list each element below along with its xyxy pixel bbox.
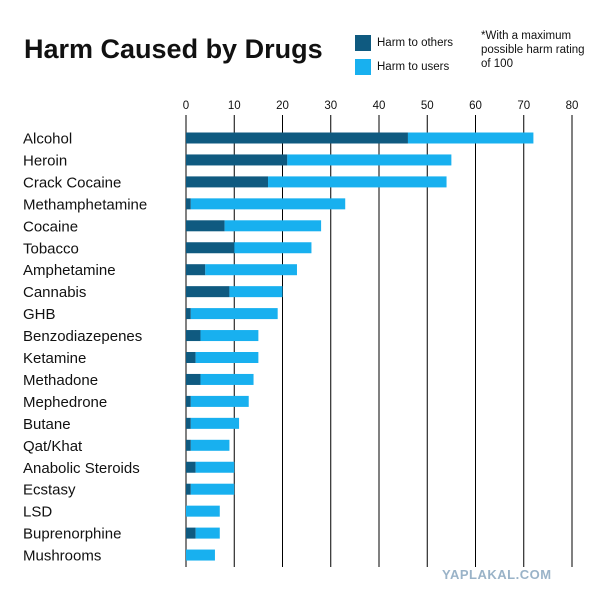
- bar-harm-to-users: [224, 220, 322, 232]
- bar-harm-to-others: [186, 395, 191, 407]
- x-tick-label: 20: [276, 100, 289, 112]
- bar-harm-to-users: [190, 198, 346, 210]
- bar-harm-to-others: [186, 154, 288, 166]
- category-label: Benzodiazepenes: [23, 328, 142, 345]
- max-rating-note: *With a maximum possible harm rating of …: [481, 30, 585, 70]
- bar-harm-to-users: [190, 483, 235, 495]
- bar-harm-to-users: [407, 132, 534, 144]
- bar-harm-to-users: [195, 527, 220, 539]
- category-label: GHB: [23, 306, 56, 323]
- bar-harm-to-others: [186, 439, 191, 451]
- x-tick-label: 80: [566, 100, 579, 112]
- bar-harm-to-users: [268, 176, 447, 188]
- category-label: Mushrooms: [23, 548, 101, 565]
- legend-item-users: Harm to users: [355, 58, 453, 75]
- bar-harm-to-users: [200, 373, 254, 385]
- category-label: Heroin: [23, 152, 67, 169]
- bar-harm-to-others: [186, 352, 196, 363]
- watermark: YAPLAKAL.COM: [442, 567, 552, 582]
- legend-swatch-others: [355, 34, 371, 51]
- bar-harm-to-others: [186, 220, 225, 232]
- category-label: Methamphetamine: [23, 196, 147, 213]
- bar-harm-to-others: [186, 417, 191, 429]
- category-label: Buprenorphine: [23, 526, 121, 543]
- bar-harm-to-users: [190, 395, 249, 407]
- bar-harm-to-others: [186, 483, 191, 495]
- legend-swatch-users: [355, 58, 371, 75]
- legend-label-users: Harm to users: [377, 60, 450, 73]
- bar-harm-to-others: [186, 132, 408, 144]
- bar-harm-to-users: [229, 286, 283, 298]
- bar-harm-to-others: [186, 176, 269, 188]
- x-tick-label: 60: [469, 100, 482, 112]
- bar-harm-to-others: [186, 527, 196, 539]
- category-label: Ecstasy: [23, 482, 76, 499]
- x-tick-label: 70: [517, 100, 530, 112]
- bar-harm-to-others: [186, 461, 196, 473]
- legend: Harm to others Harm to users: [355, 34, 453, 82]
- category-label: Mephedrone: [23, 394, 107, 411]
- x-tick-label: 40: [373, 100, 386, 112]
- legend-label-others: Harm to others: [377, 36, 454, 49]
- category-label: Alcohol: [23, 131, 72, 148]
- bar-harm-to-users: [205, 264, 297, 276]
- bar-harm-to-users: [190, 417, 240, 429]
- category-label: Anabolic Steroids: [23, 460, 140, 477]
- chart-title: Harm Caused by Drugs: [24, 34, 323, 64]
- bar-harm-to-others: [186, 308, 191, 320]
- legend-item-others: Harm to others: [355, 34, 453, 51]
- bar-harm-to-others: [186, 286, 230, 298]
- bar-harm-to-users: [186, 505, 220, 517]
- category-label: Butane: [23, 416, 71, 433]
- bar-harm-to-others: [186, 242, 235, 254]
- category-label: Methadone: [23, 372, 98, 389]
- bar-harm-to-others: [186, 373, 201, 385]
- x-tick-label: 30: [324, 100, 337, 112]
- bar-harm-to-users: [200, 330, 259, 342]
- bar-harm-to-others: [186, 198, 191, 210]
- category-label: Cannabis: [23, 284, 86, 301]
- bar-harm-to-users: [287, 154, 452, 166]
- bar-harm-to-others: [186, 330, 201, 342]
- x-tick-label: 10: [228, 100, 241, 112]
- bar-harm-to-others: [186, 264, 206, 276]
- category-label: LSD: [23, 504, 52, 521]
- x-tick-label: 0: [183, 100, 189, 112]
- category-label: Qat/Khat: [23, 438, 83, 455]
- category-label: Crack Cocaine: [23, 174, 121, 191]
- bar-harm-to-users: [234, 242, 312, 254]
- bar-harm-to-users: [190, 308, 278, 320]
- category-label: Tobacco: [23, 240, 79, 257]
- category-label: Cocaine: [23, 218, 78, 235]
- bar-harm-to-users: [195, 352, 259, 363]
- bar-harm-to-users: [190, 439, 230, 451]
- bar-harm-to-users: [195, 461, 235, 473]
- x-tick-label: 50: [421, 100, 434, 112]
- category-label: Amphetamine: [23, 262, 116, 279]
- category-label: Ketamine: [23, 350, 86, 367]
- bar-harm-to-users: [186, 549, 215, 561]
